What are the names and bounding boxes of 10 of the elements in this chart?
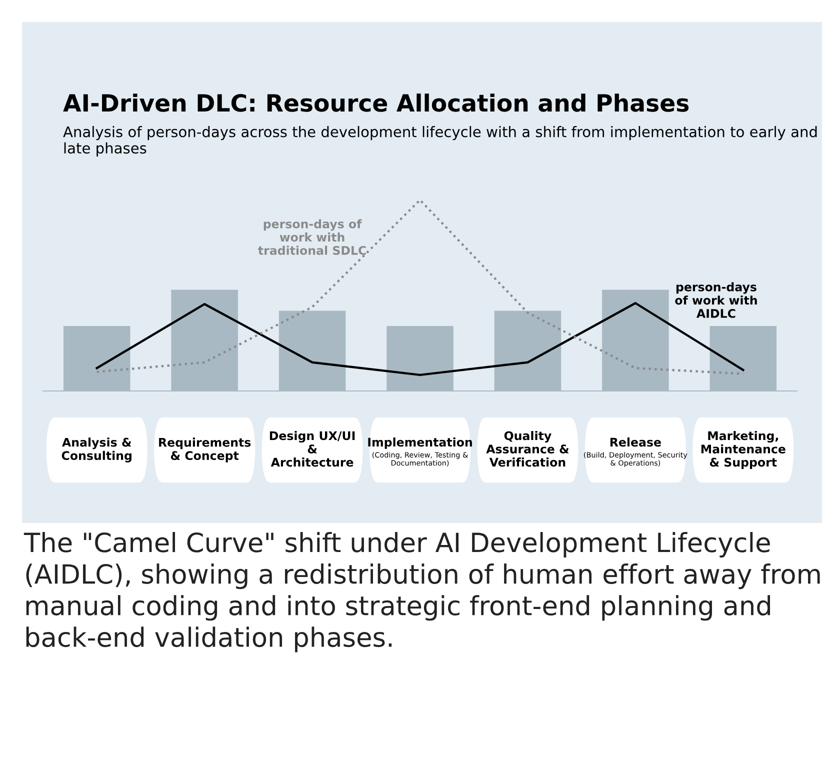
x-tick-label: Requirements & Concept (159, 438, 251, 462)
series-label: person-days of work with AIDLC (675, 282, 757, 318)
x-tick-label: Design UX/UI & Architecture (270, 431, 355, 467)
chart-subtitle: Analysis of person-days across the development lifecycle with a shift from implementation to early and late phases (63, 126, 817, 156)
x-tick-label: Marketing, Maintenance & Support (701, 431, 786, 469)
series-label: person-days of work with traditional SDLC (258, 219, 366, 255)
x-tick-label: Analysis & Consulting (62, 438, 132, 462)
chart-title: AI-Driven DLC: Resource Allocation and Phases (63, 94, 689, 112)
text: The "Camel Curve" shift under AI Development Lifecycle (AIDLC), showing a redistribution of human effort away from manual coding and into strategic front-end planning and back-end validation phases. (24, 532, 820, 652)
x-tick-label: Quality Assurance & Verification (486, 431, 569, 467)
